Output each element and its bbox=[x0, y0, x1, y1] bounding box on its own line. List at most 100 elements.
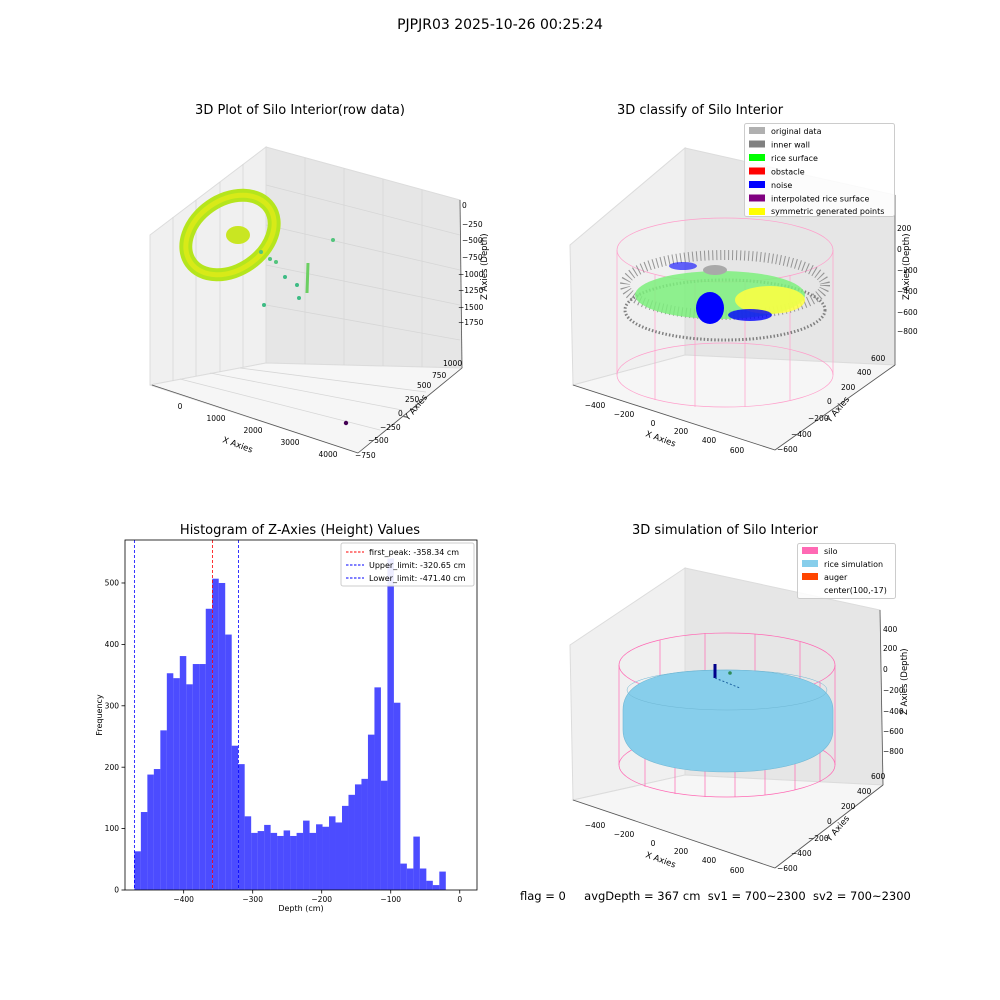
histogram-bar bbox=[329, 816, 336, 890]
classify-z-axis-label: Z Axies (Depth) bbox=[902, 233, 912, 300]
classify-xtick: 600 bbox=[730, 446, 745, 455]
raw-ztick: −750 bbox=[462, 253, 483, 262]
histogram-bar bbox=[432, 885, 440, 890]
classify-ztick: 0 bbox=[897, 245, 902, 254]
histogram-bar bbox=[439, 871, 446, 890]
classify-point-cloud bbox=[620, 250, 830, 342]
histogram-ytick-label: 100 bbox=[105, 824, 120, 833]
simulation-xtick: 0 bbox=[651, 839, 656, 848]
legend-label: obstacle bbox=[771, 168, 805, 177]
classify-ztick: −800 bbox=[897, 327, 918, 336]
classify-legend: original data inner wall rice surface ob… bbox=[744, 123, 895, 217]
raw-x-axis-label: X Axies bbox=[221, 435, 254, 455]
simulation-legend: silo rice simulation auger center(100,-1… bbox=[797, 543, 896, 599]
histogram-bar bbox=[393, 702, 401, 890]
histogram-bar bbox=[270, 832, 278, 890]
classify-x-axis-label: X Axies bbox=[644, 429, 677, 449]
simulation-ytick: 200 bbox=[841, 802, 856, 811]
simulation-xtick: 600 bbox=[730, 866, 745, 875]
raw-z-axis-label: Z Axies (Depth) bbox=[480, 233, 490, 300]
legend-swatch bbox=[749, 127, 765, 134]
histogram-bar bbox=[205, 608, 213, 890]
classify-ytick: −200 bbox=[808, 414, 829, 423]
legend-label: silo bbox=[824, 547, 838, 556]
histogram-bar bbox=[387, 558, 394, 890]
histogram-bar bbox=[341, 805, 349, 890]
histogram-bar bbox=[413, 836, 420, 890]
histogram-bar bbox=[335, 822, 342, 890]
raw-ztick: −1250 bbox=[458, 286, 484, 295]
histogram-xtick-label: 0 bbox=[457, 895, 462, 904]
legend-swatch bbox=[749, 194, 765, 202]
status-avg-depth: avgDepth = 367 cm bbox=[584, 889, 701, 903]
simulation-ztick: −800 bbox=[883, 747, 904, 756]
legend-swatch bbox=[749, 140, 765, 148]
histogram-bar bbox=[147, 774, 154, 890]
raw-ytick: −250 bbox=[380, 423, 401, 432]
histogram-bar bbox=[316, 824, 323, 890]
histogram-bar bbox=[231, 745, 239, 890]
classify-ztick: −400 bbox=[897, 287, 918, 296]
raw-ytick: 500 bbox=[417, 381, 432, 390]
legend-label: original data bbox=[771, 127, 822, 136]
raw-ytick: 1000 bbox=[443, 359, 462, 368]
histogram-y-axis-label: Frequency bbox=[95, 694, 104, 736]
raw-ytick: −750 bbox=[355, 451, 376, 460]
simulation-x-axis-label: X Axies bbox=[644, 850, 677, 870]
raw-3d-axes: 0 1000 2000 3000 4000 −750 −500 −250 0 2… bbox=[149, 145, 490, 460]
classify-ytick: 600 bbox=[871, 354, 886, 363]
histogram-bar bbox=[134, 851, 141, 890]
raw-ytick: 250 bbox=[405, 395, 420, 404]
histogram-bar bbox=[244, 816, 252, 890]
histogram-bar bbox=[303, 820, 310, 890]
raw-ytick: 750 bbox=[432, 371, 447, 380]
raw-xtick: 0 bbox=[178, 402, 183, 411]
raw-ytick: −500 bbox=[368, 436, 389, 445]
histogram-bar bbox=[426, 880, 433, 890]
histogram-frame bbox=[124, 539, 478, 891]
histogram-bar bbox=[251, 832, 258, 890]
histogram-bar bbox=[166, 673, 174, 890]
legend-swatch bbox=[802, 560, 818, 567]
simulation-plot-title: 3D simulation of Silo Interior bbox=[632, 523, 818, 538]
histogram-xtick-label: −300 bbox=[242, 895, 263, 904]
histogram-chart: −400 −300 −200 −100 0 0 100 200 300 400 500 Depth … bbox=[95, 539, 478, 913]
histogram-bar bbox=[212, 578, 219, 890]
histogram-bar bbox=[406, 868, 414, 890]
legend-label: symmetric generated points bbox=[771, 207, 884, 216]
histogram-bar bbox=[153, 769, 161, 890]
status-sv1: sv1 = 700~2300 bbox=[707, 889, 806, 903]
simulation-ztick: −600 bbox=[883, 727, 904, 736]
classify-ytick: 0 bbox=[827, 397, 832, 406]
legend-label-upper-limit: Upper_limit: -320.65 cm bbox=[369, 561, 466, 570]
simulation-xtick: −200 bbox=[614, 830, 635, 839]
raw-xtick: 4000 bbox=[318, 450, 337, 459]
histogram-bar bbox=[290, 835, 297, 890]
raw-plot-title: 3D Plot of Silo Interior(row data) bbox=[195, 103, 405, 118]
legend-swatch bbox=[802, 547, 818, 554]
legend-label: interpolated rice surface bbox=[771, 195, 869, 204]
simulation-xtick: 400 bbox=[702, 856, 717, 865]
histogram-bar bbox=[354, 784, 362, 890]
classify-ytick: −600 bbox=[777, 445, 798, 454]
histogram-bar bbox=[160, 730, 167, 890]
histogram-bar bbox=[173, 678, 180, 890]
histogram-bar bbox=[374, 687, 381, 890]
status-sv2: sv2 = 700~2300 bbox=[812, 889, 911, 903]
histogram-bar bbox=[199, 664, 206, 890]
raw-xtick: 2000 bbox=[243, 426, 262, 435]
histogram-ytick-label: 0 bbox=[114, 886, 119, 895]
histogram-bar bbox=[367, 734, 375, 890]
status-line: flag = 0 avgDepth = 367 cm sv1 = 700~230… bbox=[520, 889, 911, 903]
histogram-ytick-label: 400 bbox=[105, 640, 120, 649]
simulation-ytick: −200 bbox=[808, 834, 829, 843]
histogram-ytick-label: 300 bbox=[105, 701, 120, 710]
histogram-bar bbox=[283, 830, 291, 890]
legend-swatch bbox=[749, 167, 765, 175]
raw-ztick: 0 bbox=[462, 201, 467, 210]
classify-xtick: 0 bbox=[651, 419, 656, 428]
histogram-bar bbox=[257, 831, 265, 890]
simulation-3d-axes: −400 −200 0 200 400 600 −600 −400 −200 0… bbox=[569, 567, 910, 875]
raw-ytick: 0 bbox=[398, 409, 403, 418]
raw-ztick: −1000 bbox=[458, 270, 484, 279]
